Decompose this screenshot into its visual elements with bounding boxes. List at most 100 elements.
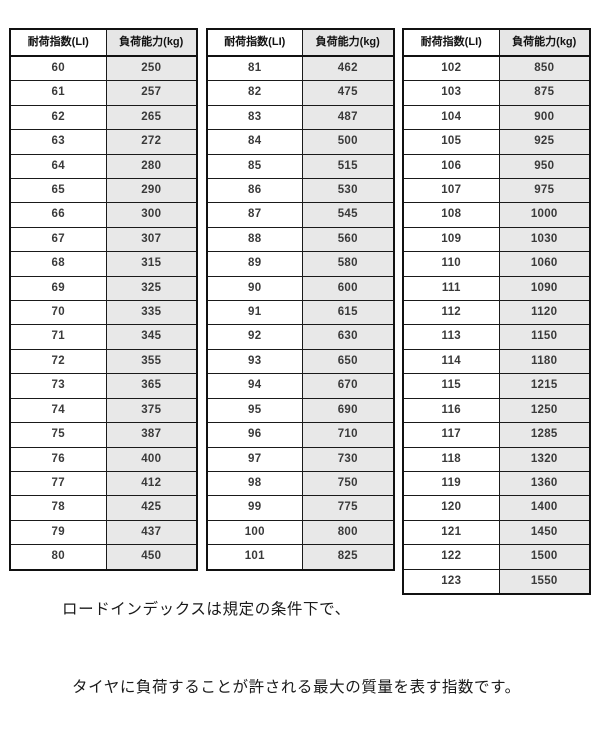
cell-load-index: 81 bbox=[206, 55, 303, 82]
table-row: 120 1400 bbox=[402, 495, 591, 521]
cell-load-capacity: 1550 bbox=[498, 568, 591, 595]
table-row: 113 1150 bbox=[402, 324, 591, 350]
cell-load-index: 84 bbox=[206, 129, 303, 155]
table-row: 88 560 bbox=[206, 226, 394, 253]
cell-load-index: 117 bbox=[402, 422, 500, 448]
cell-load-capacity: 475 bbox=[302, 80, 394, 106]
table-row: 122 1500 bbox=[402, 544, 591, 570]
cell-load-capacity: 300 bbox=[105, 202, 198, 228]
table-row: 112 1120 bbox=[402, 300, 591, 326]
cell-load-index: 101 bbox=[206, 544, 303, 571]
cell-load-index: 71 bbox=[9, 324, 107, 350]
cell-load-capacity: 365 bbox=[105, 373, 198, 399]
cell-load-index: 79 bbox=[9, 519, 107, 546]
table-row: 102 850 bbox=[402, 55, 591, 82]
cell-load-index: 98 bbox=[206, 470, 303, 497]
table-row: 91 615 bbox=[206, 300, 394, 326]
cell-load-index: 75 bbox=[9, 422, 107, 448]
table-row: 105 925 bbox=[402, 129, 591, 155]
table-row: 69 325 bbox=[9, 275, 198, 302]
cell-load-index: 73 bbox=[9, 373, 107, 399]
cell-load-capacity: 1500 bbox=[498, 544, 591, 570]
table-row: 61 257 bbox=[9, 80, 198, 106]
cell-load-index: 115 bbox=[402, 373, 500, 399]
cell-load-index: 106 bbox=[402, 153, 500, 180]
table-row: 109 1030 bbox=[402, 226, 591, 253]
cell-load-capacity: 1215 bbox=[498, 373, 591, 399]
cell-load-index: 67 bbox=[9, 226, 107, 253]
cell-load-index: 112 bbox=[402, 300, 500, 326]
cell-load-capacity: 315 bbox=[105, 251, 198, 277]
table-row: 75 387 bbox=[9, 422, 198, 448]
cell-load-capacity: 272 bbox=[105, 129, 198, 155]
table-row: 65 290 bbox=[9, 178, 198, 204]
cell-load-index: 70 bbox=[9, 300, 107, 326]
cell-load-capacity: 250 bbox=[105, 55, 198, 82]
cell-load-capacity: 425 bbox=[105, 495, 198, 521]
column-header-load-capacity: 負荷能力(kg) bbox=[302, 28, 394, 57]
table-row: 67 307 bbox=[9, 226, 198, 253]
cell-load-index: 109 bbox=[402, 226, 500, 253]
cell-load-index: 72 bbox=[9, 348, 107, 375]
cell-load-capacity: 1150 bbox=[498, 324, 591, 350]
table-row: 111 1090 bbox=[402, 275, 591, 302]
cell-load-capacity: 462 bbox=[302, 55, 394, 82]
cell-load-index: 107 bbox=[402, 178, 500, 204]
cell-load-capacity: 265 bbox=[105, 104, 198, 131]
cell-load-capacity: 1360 bbox=[498, 470, 591, 497]
cell-load-capacity: 1090 bbox=[498, 275, 591, 302]
cell-load-capacity: 615 bbox=[302, 300, 394, 326]
table-row: 97 730 bbox=[206, 446, 394, 472]
cell-load-index: 92 bbox=[206, 324, 303, 350]
cell-load-capacity: 730 bbox=[302, 446, 394, 472]
cell-load-capacity: 1285 bbox=[498, 422, 591, 448]
column-header-load-index: 耐荷指数(LI) bbox=[206, 28, 303, 57]
load-index-table-1: 耐荷指数(LI) 負荷能力(kg) 60 250 61 257 62 265 63 272 64 28… bbox=[9, 28, 198, 571]
cell-load-index: 85 bbox=[206, 153, 303, 180]
cell-load-index: 69 bbox=[9, 275, 107, 302]
cell-load-capacity: 750 bbox=[302, 470, 394, 497]
cell-load-index: 96 bbox=[206, 422, 303, 448]
table-row: 114 1180 bbox=[402, 348, 591, 375]
table-row: 101 825 bbox=[206, 544, 394, 571]
table-row: 63 272 bbox=[9, 129, 198, 155]
cell-load-index: 105 bbox=[402, 129, 500, 155]
cell-load-capacity: 925 bbox=[498, 129, 591, 155]
cell-load-index: 120 bbox=[402, 495, 500, 521]
cell-load-index: 66 bbox=[9, 202, 107, 228]
table-row: 96 710 bbox=[206, 422, 394, 448]
load-index-chart-page: 耐荷指数(LI) 負荷能力(kg) 60 250 61 257 62 265 63 272 64 28… bbox=[9, 28, 591, 696]
cell-load-capacity: 800 bbox=[302, 519, 394, 546]
cell-load-capacity: 560 bbox=[302, 226, 394, 253]
cell-load-capacity: 875 bbox=[498, 80, 591, 106]
cell-load-index: 88 bbox=[206, 226, 303, 253]
cell-load-index: 123 bbox=[402, 568, 500, 595]
cell-load-index: 74 bbox=[9, 397, 107, 424]
cell-load-index: 102 bbox=[402, 55, 500, 82]
cell-load-index: 104 bbox=[402, 104, 500, 131]
table-row: 70 335 bbox=[9, 300, 198, 326]
cell-load-capacity: 412 bbox=[105, 470, 198, 497]
cell-load-index: 64 bbox=[9, 153, 107, 180]
table-row: 71 345 bbox=[9, 324, 198, 350]
table-row: 106 950 bbox=[402, 153, 591, 180]
cell-load-index: 111 bbox=[402, 275, 500, 302]
table-row: 94 670 bbox=[206, 373, 394, 399]
table-row: 95 690 bbox=[206, 397, 394, 424]
table-row: 90 600 bbox=[206, 275, 394, 302]
cell-load-index: 113 bbox=[402, 324, 500, 350]
cell-load-capacity: 530 bbox=[302, 178, 394, 204]
table-row: 118 1320 bbox=[402, 446, 591, 472]
cell-load-index: 103 bbox=[402, 80, 500, 106]
cell-load-capacity: 1400 bbox=[498, 495, 591, 521]
cell-load-capacity: 1180 bbox=[498, 348, 591, 375]
cell-load-index: 60 bbox=[9, 55, 107, 82]
table-row: 78 425 bbox=[9, 495, 198, 521]
cell-load-index: 93 bbox=[206, 348, 303, 375]
table-header-row: 耐荷指数(LI) 負荷能力(kg) bbox=[206, 28, 394, 57]
table-row: 84 500 bbox=[206, 129, 394, 155]
cell-load-index: 86 bbox=[206, 178, 303, 204]
cell-load-capacity: 450 bbox=[105, 544, 198, 571]
cell-load-capacity: 1030 bbox=[498, 226, 591, 253]
cell-load-capacity: 1060 bbox=[498, 251, 591, 277]
